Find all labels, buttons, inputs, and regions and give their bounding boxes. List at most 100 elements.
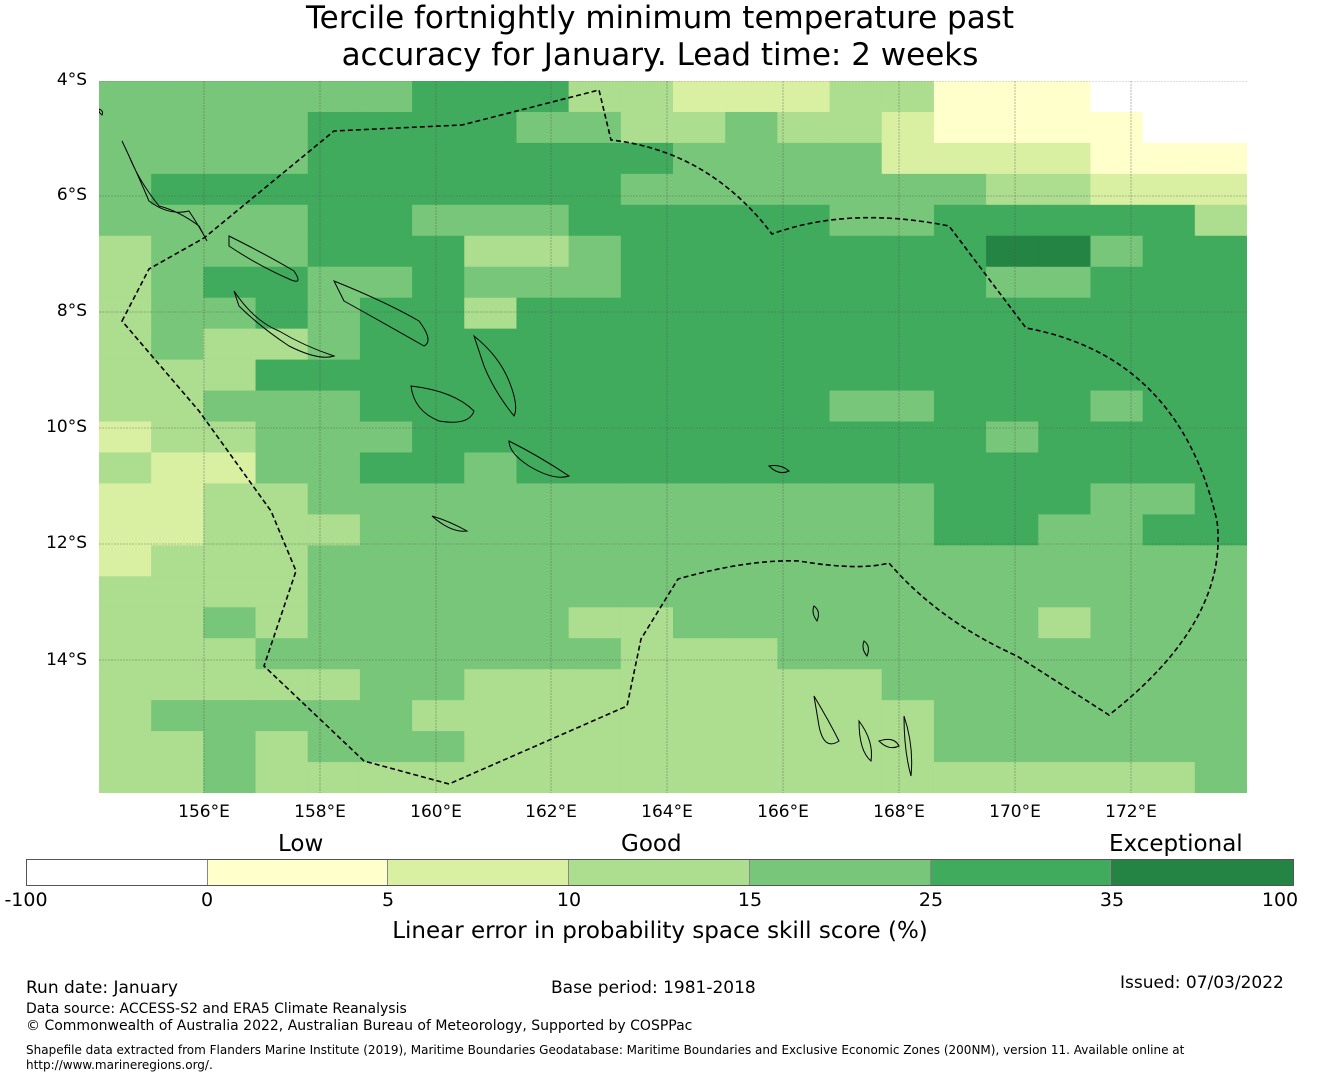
skill-cell bbox=[620, 731, 674, 763]
skill-cell bbox=[881, 297, 935, 330]
skill-cell bbox=[359, 173, 413, 206]
skill-cell bbox=[307, 731, 361, 763]
skill-cell bbox=[307, 81, 361, 113]
skill-cell bbox=[568, 483, 622, 515]
island-maewo bbox=[903, 715, 913, 777]
skill-cell bbox=[1090, 669, 1144, 701]
skill-cell bbox=[99, 731, 152, 763]
skill-cell bbox=[412, 81, 465, 113]
skill-cell bbox=[1038, 731, 1092, 763]
skill-cell bbox=[1090, 235, 1144, 268]
skill-cell bbox=[777, 452, 831, 485]
skill-cell bbox=[464, 297, 518, 330]
skill-cell bbox=[464, 762, 518, 793]
skill-cell bbox=[255, 483, 309, 515]
skill-cell bbox=[568, 731, 622, 763]
skill-cell bbox=[777, 235, 831, 268]
skill-cell bbox=[516, 762, 570, 793]
skill-cell bbox=[933, 762, 987, 793]
skill-cell bbox=[99, 390, 152, 423]
skill-cell bbox=[255, 545, 309, 577]
skill-cell bbox=[412, 266, 465, 299]
skill-cell bbox=[1090, 700, 1144, 732]
skill-cell bbox=[673, 266, 726, 299]
skill-cell bbox=[464, 173, 518, 206]
skill-cell bbox=[203, 700, 257, 732]
skill-cell bbox=[1142, 452, 1196, 485]
skill-cell bbox=[986, 359, 1039, 392]
skill-cell bbox=[1142, 514, 1196, 546]
skill-cell bbox=[1038, 576, 1092, 608]
skill-cell bbox=[203, 545, 257, 577]
skill-cell bbox=[1194, 390, 1247, 423]
skill-cell bbox=[933, 328, 987, 361]
skill-cell bbox=[881, 483, 935, 515]
skill-cell bbox=[829, 111, 883, 144]
lon-label-158e: 158°E bbox=[294, 802, 346, 822]
skill-cell bbox=[829, 731, 883, 763]
colorbar-tick: 5 bbox=[381, 889, 395, 911]
skill-cell bbox=[307, 762, 361, 793]
lon-label-162e: 162°E bbox=[525, 802, 577, 822]
skill-cell bbox=[255, 669, 309, 701]
skill-cell bbox=[725, 514, 778, 546]
skill-cell bbox=[1038, 452, 1092, 485]
chart-title-line2: accuracy for January. Lead time: 2 weeks bbox=[341, 37, 979, 73]
skill-cell bbox=[359, 204, 413, 237]
skill-cell bbox=[829, 638, 883, 670]
skill-cell bbox=[203, 359, 257, 392]
colorbar-segment bbox=[207, 860, 389, 885]
island-rennell bbox=[431, 515, 469, 532]
skill-cell bbox=[516, 607, 570, 639]
skill-cell bbox=[777, 731, 831, 763]
skill-cell bbox=[620, 111, 674, 144]
island-santa-isabel bbox=[332, 280, 429, 347]
skill-cell bbox=[412, 390, 465, 423]
skill-cell bbox=[829, 545, 883, 577]
skill-cell bbox=[1142, 700, 1196, 732]
skill-cell bbox=[568, 762, 622, 793]
skill-cell bbox=[933, 421, 987, 454]
skill-cell bbox=[1038, 359, 1092, 392]
skill-cell bbox=[933, 452, 987, 485]
skill-cell bbox=[464, 235, 518, 268]
skill-cell bbox=[673, 111, 726, 144]
skill-cell bbox=[829, 142, 883, 175]
skill-cell bbox=[673, 328, 726, 361]
skill-cell bbox=[986, 483, 1039, 515]
skill-cell bbox=[777, 266, 831, 299]
skill-cell bbox=[464, 452, 518, 485]
skill-cell bbox=[99, 483, 152, 515]
lon-label-164e: 164°E bbox=[641, 802, 693, 822]
skill-cell bbox=[829, 483, 883, 515]
skill-cell bbox=[933, 669, 987, 701]
skill-cell bbox=[673, 669, 726, 701]
skill-cell bbox=[777, 204, 831, 237]
lon-label-166e: 166°E bbox=[757, 802, 809, 822]
skill-cell bbox=[412, 762, 465, 793]
lon-label-170e: 170°E bbox=[989, 802, 1041, 822]
skill-cell bbox=[203, 638, 257, 670]
skill-cell bbox=[933, 483, 987, 515]
skill-cell bbox=[829, 266, 883, 299]
skill-cell bbox=[255, 328, 309, 361]
skill-cell bbox=[255, 173, 309, 206]
skill-cell bbox=[777, 81, 831, 113]
skill-cell bbox=[777, 607, 831, 639]
skill-cell bbox=[464, 81, 518, 113]
colorbar-tick: 35 bbox=[1099, 889, 1125, 911]
skill-cell bbox=[203, 452, 257, 485]
skill-cell bbox=[568, 421, 622, 454]
skill-cell bbox=[881, 81, 935, 113]
skill-cell bbox=[568, 297, 622, 330]
skill-cell bbox=[1090, 359, 1144, 392]
skill-cell bbox=[881, 607, 935, 639]
skill-cell bbox=[307, 452, 361, 485]
skill-cell bbox=[151, 204, 204, 237]
shapefile-credit-line1: Shapefile data extracted from Flanders M… bbox=[26, 1043, 1185, 1057]
skill-cell bbox=[516, 204, 570, 237]
skill-cell bbox=[725, 762, 778, 793]
skill-cell bbox=[881, 204, 935, 237]
skill-cell bbox=[1142, 607, 1196, 639]
skill-cell bbox=[151, 545, 204, 577]
